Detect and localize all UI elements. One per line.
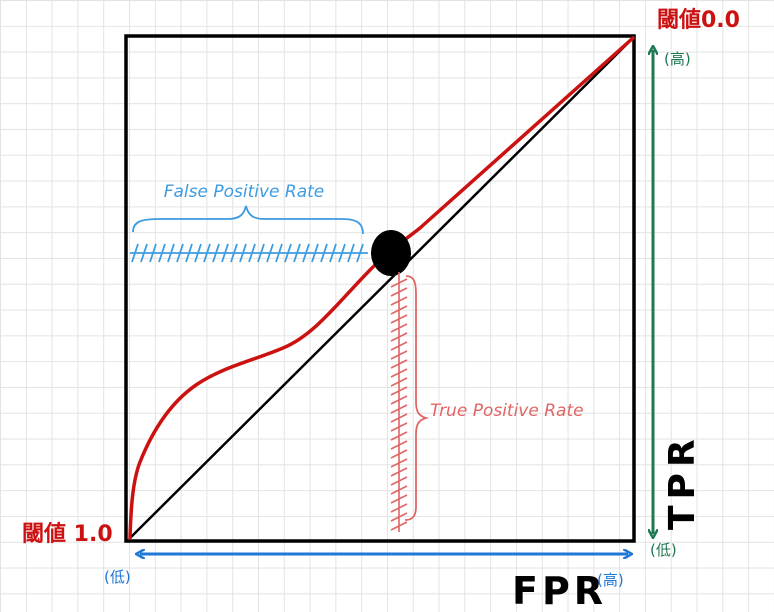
threshold-top-label: 閾値0.0 xyxy=(657,8,740,33)
tpr-high-label: (高) xyxy=(664,50,691,68)
fpr-high-label: (高) xyxy=(597,571,624,589)
plot-frame xyxy=(124,34,636,543)
fpr-brace xyxy=(132,205,364,235)
fpr-rate-label: False Positive Rate xyxy=(164,182,325,202)
threshold-bottom-label: 閾値 1.0 xyxy=(22,522,113,547)
tpr-rate-label: True Positive Rate xyxy=(430,401,584,421)
diagonal-line xyxy=(128,37,634,540)
tpr-low-label: (低) xyxy=(650,541,677,559)
fpr-hatch xyxy=(130,243,368,263)
operating-point xyxy=(371,230,411,276)
fpr-low-label: (低) xyxy=(104,568,131,586)
tpr-brace xyxy=(404,275,430,521)
roc-curve xyxy=(128,36,635,540)
fpr-axis-label: FPR xyxy=(512,569,607,612)
tpr-axis-label: TPR xyxy=(662,433,703,530)
tpr-hatch xyxy=(390,272,408,532)
